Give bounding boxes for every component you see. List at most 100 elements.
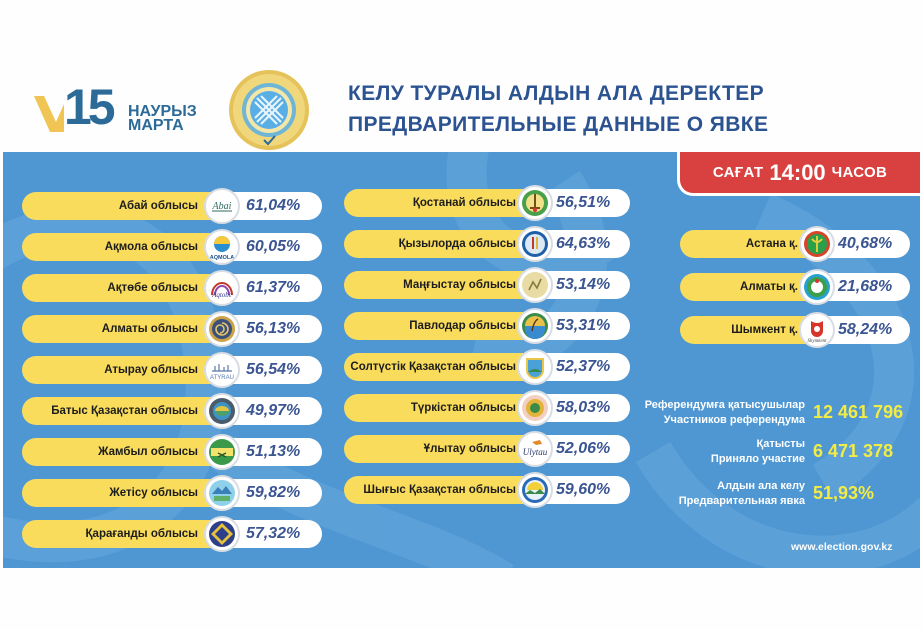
region-name: Ұлытау облысы bbox=[423, 443, 516, 455]
region-row-atyrau: Атырау облысы ATYRAU 56,54% bbox=[22, 352, 322, 388]
mangystau-emblem-icon bbox=[517, 267, 553, 303]
svg-text:Shymkent: Shymkent bbox=[807, 339, 827, 344]
svg-text:Abai: Abai bbox=[212, 201, 232, 212]
stat-label-ru: Предварительная явка bbox=[678, 495, 805, 507]
stat-label-kz: Референдумға қатысушылар bbox=[644, 399, 805, 411]
city-row-astana: Астана қ. 40,68% bbox=[680, 226, 910, 262]
turnout-percent: 60,05% bbox=[246, 238, 301, 255]
almaty-region-emblem-icon bbox=[204, 311, 240, 347]
turnout-percent: 56,51% bbox=[556, 194, 611, 211]
svg-text:ATYRAU: ATYRAU bbox=[210, 375, 234, 381]
stat-label-kz: Алдын ала келу bbox=[717, 480, 805, 492]
region-name: Түркістан облысы bbox=[410, 402, 516, 414]
turnout-percent: 52,37% bbox=[556, 358, 611, 375]
logo-word-kz: НАУРЫЗ bbox=[128, 103, 197, 120]
stat-label-kz: Қатысты bbox=[756, 438, 805, 450]
region-row-zhambyl: Жамбыл облысы 51,13% bbox=[22, 434, 322, 470]
turnout-percent: 51,13% bbox=[246, 443, 301, 460]
turnout-percent: 64,63% bbox=[556, 235, 611, 252]
region-name: Алматы облысы bbox=[101, 323, 198, 335]
kyzylorda-emblem-icon bbox=[517, 226, 553, 262]
region-name: Ақтөбе облысы bbox=[107, 282, 198, 294]
svg-text:Aqtobe: Aqtobe bbox=[211, 291, 232, 299]
aktobe-emblem-icon: Aqtobe bbox=[204, 270, 240, 306]
zhambyl-emblem-icon bbox=[204, 434, 240, 470]
turnout-percent: 52,06% bbox=[556, 440, 611, 457]
region-row-kostanay: Қостанай облысы 56,51% bbox=[344, 185, 630, 221]
turnout-percent: 53,31% bbox=[556, 317, 611, 334]
almaty-city-emblem-icon bbox=[799, 269, 835, 305]
commission-seal-icon bbox=[229, 70, 309, 150]
city-name: Алматы қ. bbox=[740, 281, 798, 293]
city-name: Астана қ. bbox=[745, 238, 798, 250]
region-row-turkistan: Түркістан облысы 58,03% bbox=[344, 390, 630, 426]
turnout-percent: 61,37% bbox=[246, 279, 301, 296]
turnout-percent: 58,03% bbox=[556, 399, 611, 416]
region-name: Атырау облысы bbox=[104, 364, 198, 376]
city-name: Шымкент қ. bbox=[731, 324, 798, 336]
stat-participants: Референдумға қатысушылар Участников рефе… bbox=[640, 398, 920, 432]
region-name: Қарағанды облысы bbox=[85, 528, 198, 540]
stat-value: 51,93% bbox=[813, 483, 875, 503]
region-row-almaty-region: Алматы облысы 56,13% bbox=[22, 311, 322, 347]
region-row-pavlodar: Павлодар облысы 53,31% bbox=[344, 308, 630, 344]
logo-word-ru: МАРТА bbox=[128, 117, 184, 134]
zhetisu-emblem-icon bbox=[204, 475, 240, 511]
turnout-percent: 57,32% bbox=[246, 525, 301, 542]
time-suffix: ЧАСОВ bbox=[831, 164, 888, 181]
ulytau-emblem-icon: Ulytau bbox=[517, 431, 553, 467]
stat-label-ru: Участников референдума bbox=[663, 414, 805, 426]
stat-took-part: Қатысты Приняло участие 6 471 378 bbox=[640, 437, 920, 471]
region-name: Маңғыстау облысы bbox=[403, 279, 516, 291]
time-prefix: САҒАТ bbox=[712, 164, 764, 181]
region-row-mangystau: Маңғыстау облысы 53,14% bbox=[344, 267, 630, 303]
region-row-aktobe: Ақтөбе облысы Aqtobe 61,37% bbox=[22, 270, 322, 306]
website-link[interactable]: www.election.gov.kz bbox=[791, 541, 893, 553]
atyrau-emblem-icon: ATYRAU bbox=[204, 352, 240, 388]
city-row-almaty: Алматы қ. 21,68% bbox=[680, 269, 910, 305]
region-name: Ақмола облысы bbox=[104, 241, 198, 253]
turnout-percent: 56,13% bbox=[246, 320, 301, 337]
region-name: Қостанай облысы bbox=[412, 197, 516, 209]
region-name: Солтүстік Қазақстан облысы bbox=[350, 361, 516, 373]
svg-text:Ulytau: Ulytau bbox=[523, 447, 548, 457]
v-check-logo-icon bbox=[34, 96, 64, 132]
east-kazakhstan-emblem-icon bbox=[517, 472, 553, 508]
title-kazakh: КЕЛУ ТУРАЛЫ АЛДЫН АЛА ДЕРЕКТЕР bbox=[348, 82, 765, 105]
turnout-percent: 56,54% bbox=[246, 361, 301, 378]
shymkent-emblem-icon: Shymkent bbox=[799, 312, 835, 348]
karaganda-emblem-icon bbox=[204, 516, 240, 552]
region-row-east-kazakhstan: Шығыс Қазақстан облысы 59,60% bbox=[344, 472, 630, 508]
city-row-shymkent: Шымкент қ. Shymkent 58,24% bbox=[680, 312, 910, 348]
region-row-abai: Абай облысы Abai 61,04% bbox=[22, 188, 322, 224]
region-name: Абай облысы bbox=[118, 200, 198, 212]
turnout-percent: 59,60% bbox=[556, 481, 611, 498]
north-kazakhstan-emblem-icon bbox=[517, 349, 553, 385]
header: 15 НАУРЫЗ МАРТА КЕЛУ ТУРАЛЫ АЛДЫН АЛА ДЕ… bbox=[0, 0, 923, 152]
logo-number: 15 bbox=[64, 79, 116, 135]
turnout-percent: 59,82% bbox=[246, 484, 301, 501]
astana-emblem-icon bbox=[799, 226, 835, 262]
region-row-karaganda: Қарағанды облысы 57,32% bbox=[22, 516, 322, 552]
turnout-percent: 40,68% bbox=[838, 235, 893, 252]
region-name: Жамбыл облысы bbox=[98, 446, 198, 458]
referendum-logo: 15 НАУРЫЗ МАРТА bbox=[34, 80, 204, 134]
region-name: Шығыс Қазақстан облысы bbox=[363, 484, 516, 496]
kostanay-emblem-icon bbox=[517, 185, 553, 221]
region-row-zhetisu: Жетісу облысы 59,82% bbox=[22, 475, 322, 511]
stat-turnout: Алдын ала келу Предварительная явка 51,9… bbox=[640, 479, 920, 513]
turnout-percent: 58,24% bbox=[838, 321, 893, 338]
region-name: Жетісу облысы bbox=[109, 487, 198, 499]
turkistan-emblem-icon bbox=[517, 390, 553, 426]
pavlodar-emblem-icon bbox=[517, 308, 553, 344]
title-russian: ПРЕДВАРИТЕЛЬНЫЕ ДАННЫЕ О ЯВКЕ bbox=[348, 113, 769, 136]
svg-text:AQMOLA: AQMOLA bbox=[210, 255, 234, 261]
turnout-percent: 53,14% bbox=[556, 276, 611, 293]
region-name: Павлодар облысы bbox=[409, 320, 516, 332]
abai-emblem-icon: Abai bbox=[204, 188, 240, 224]
west-kazakhstan-emblem-icon bbox=[204, 393, 240, 429]
stat-value: 6 471 378 bbox=[813, 441, 894, 461]
region-name: Қызылорда облысы bbox=[398, 238, 516, 250]
region-row-kyzylorda: Қызылорда облысы 64,63% bbox=[344, 226, 630, 262]
region-row-ulytau: Ұлытау облысы Ulytau 52,06% bbox=[344, 431, 630, 467]
